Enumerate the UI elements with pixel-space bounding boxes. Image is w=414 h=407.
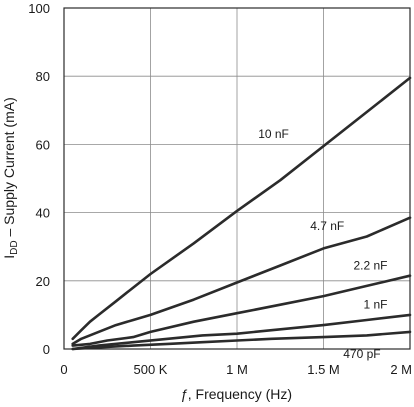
x-tick-label-1-m: 1 M xyxy=(226,362,248,377)
x-axis-label-symbol: ƒ xyxy=(180,386,188,402)
grid xyxy=(63,7,411,350)
series-label-4-7-nf: 4.7 nF xyxy=(310,219,344,233)
y-axis-label-subscript: DD xyxy=(9,240,20,254)
y-axis-label-main: I xyxy=(1,255,17,259)
y-tick-label-20: 20 xyxy=(36,274,50,289)
y-tick-label-80: 80 xyxy=(36,69,50,84)
tick-labels: 0 20 40 60 80 100 0 500 K 1 M 1.5 M 2 M xyxy=(28,1,412,377)
series-lines xyxy=(71,76,412,351)
y-tick-label-0: 0 xyxy=(43,342,50,357)
x-tick-label-0: 0 xyxy=(60,362,67,377)
series-label-470-pf: 470 pF xyxy=(343,347,380,361)
series-line-10-nf xyxy=(71,76,412,341)
series-label-10-nf: 10 nF xyxy=(258,127,289,141)
series-line-470-pf xyxy=(71,330,412,351)
series-labels: 10 nF 4.7 nF 2.2 nF 1 nF 470 pF xyxy=(258,127,388,362)
x-tick-label-2-m: 2 M xyxy=(390,362,412,377)
x-axis-label-text: , Frequency (Hz) xyxy=(188,386,292,402)
y-tick-label-40: 40 xyxy=(36,206,50,221)
series-label-2-2-nf: 2.2 nF xyxy=(353,258,387,272)
y-axis-label: IDD – Supply Current (mA) xyxy=(1,97,20,259)
y-tick-label-60: 60 xyxy=(36,137,50,152)
series-line-4-7-nf xyxy=(71,216,412,346)
x-tick-label-500-k: 500 K xyxy=(134,362,168,377)
plot-frame xyxy=(63,7,411,350)
series-label-backdrop xyxy=(335,348,382,362)
y-axis-label-text: – Supply Current (mA) xyxy=(1,97,17,240)
x-axis-label: ƒ, Frequency (Hz) xyxy=(180,386,292,402)
series-line-2-2-nf xyxy=(71,274,412,347)
series-line-1-nf xyxy=(71,313,412,351)
y-tick-label-100: 100 xyxy=(28,1,50,16)
series-label-1-nf: 1 nF xyxy=(363,298,387,312)
x-tick-label-1-5-m: 1.5 M xyxy=(307,362,340,377)
